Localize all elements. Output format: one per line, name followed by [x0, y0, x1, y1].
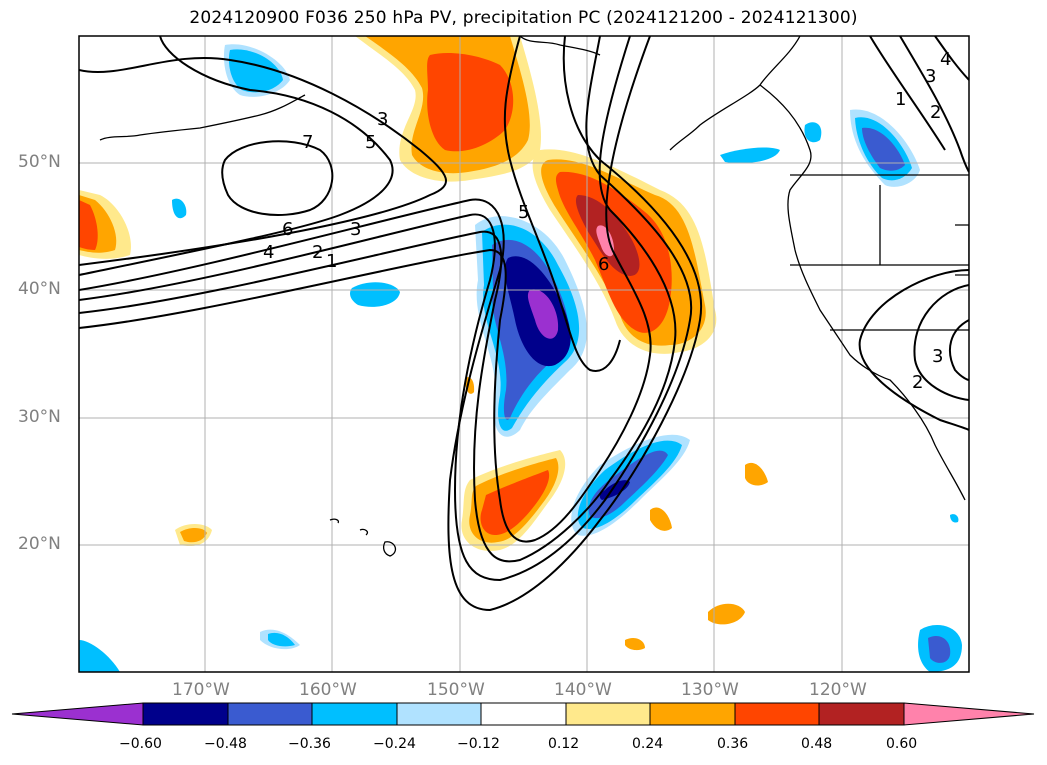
map-title: 2024120900 F036 250 hPa PV, precipitatio…: [189, 8, 858, 28]
contour-label: 1: [895, 89, 906, 110]
colorbar-tick-label: −0.48: [204, 736, 247, 752]
lon-label: 160°W: [299, 680, 357, 700]
coastlines: [99, 36, 969, 557]
colorbar-extend-high: [903, 702, 1035, 726]
contour-label: 6: [282, 219, 293, 240]
contour-label: 5: [365, 132, 376, 153]
contour-label: 4: [263, 242, 274, 263]
lat-label: 40°N: [18, 279, 61, 299]
colorbar-tick-label: −0.36: [288, 736, 331, 752]
colorbar-tick-label: 0.48: [801, 736, 833, 752]
lon-label: 120°W: [809, 680, 867, 700]
contour-label: 3: [932, 346, 943, 367]
contour-label: 6: [598, 254, 609, 275]
lon-label: 170°W: [172, 680, 230, 700]
graticule: [79, 36, 969, 672]
contour-label: 1: [326, 251, 337, 272]
contour-label: 3: [350, 219, 361, 240]
lat-label: 50°N: [18, 152, 61, 172]
contour-labels: 7 5 3 6 3 4 2 1 5 6 3 4 1 2 3 2: [263, 49, 951, 393]
colorbar-tick-label: −0.24: [373, 736, 416, 752]
contour-label: 2: [930, 102, 941, 123]
colorbar-tick-label: 0.36: [717, 736, 749, 752]
contour-label: 2: [912, 372, 923, 393]
lon-label: 150°W: [427, 680, 485, 700]
contour-label: 3: [377, 109, 388, 130]
colorbar-tick-label: 0.12: [548, 736, 580, 752]
contour-label: 3: [925, 66, 936, 87]
colorbar-tick-label: 0.24: [632, 736, 664, 752]
lat-label: 20°N: [18, 534, 61, 554]
lat-label: 30°N: [18, 407, 61, 427]
map-frame: [78, 35, 970, 673]
contour-label: 7: [302, 132, 313, 153]
contour-label: 5: [518, 202, 529, 223]
colorbar: [11, 702, 1035, 726]
pv-contours: [79, 36, 969, 612]
colorbar-extend-low: [11, 702, 144, 726]
colorbar-tick-label: −0.12: [457, 736, 500, 752]
lon-label: 140°W: [554, 680, 612, 700]
contour-label: 2: [312, 242, 323, 263]
contour-label: 4: [940, 49, 951, 70]
lon-label: 130°W: [681, 680, 739, 700]
colorbar-tick-label: 0.60: [886, 736, 918, 752]
colorbar-tick-label: −0.60: [119, 736, 162, 752]
